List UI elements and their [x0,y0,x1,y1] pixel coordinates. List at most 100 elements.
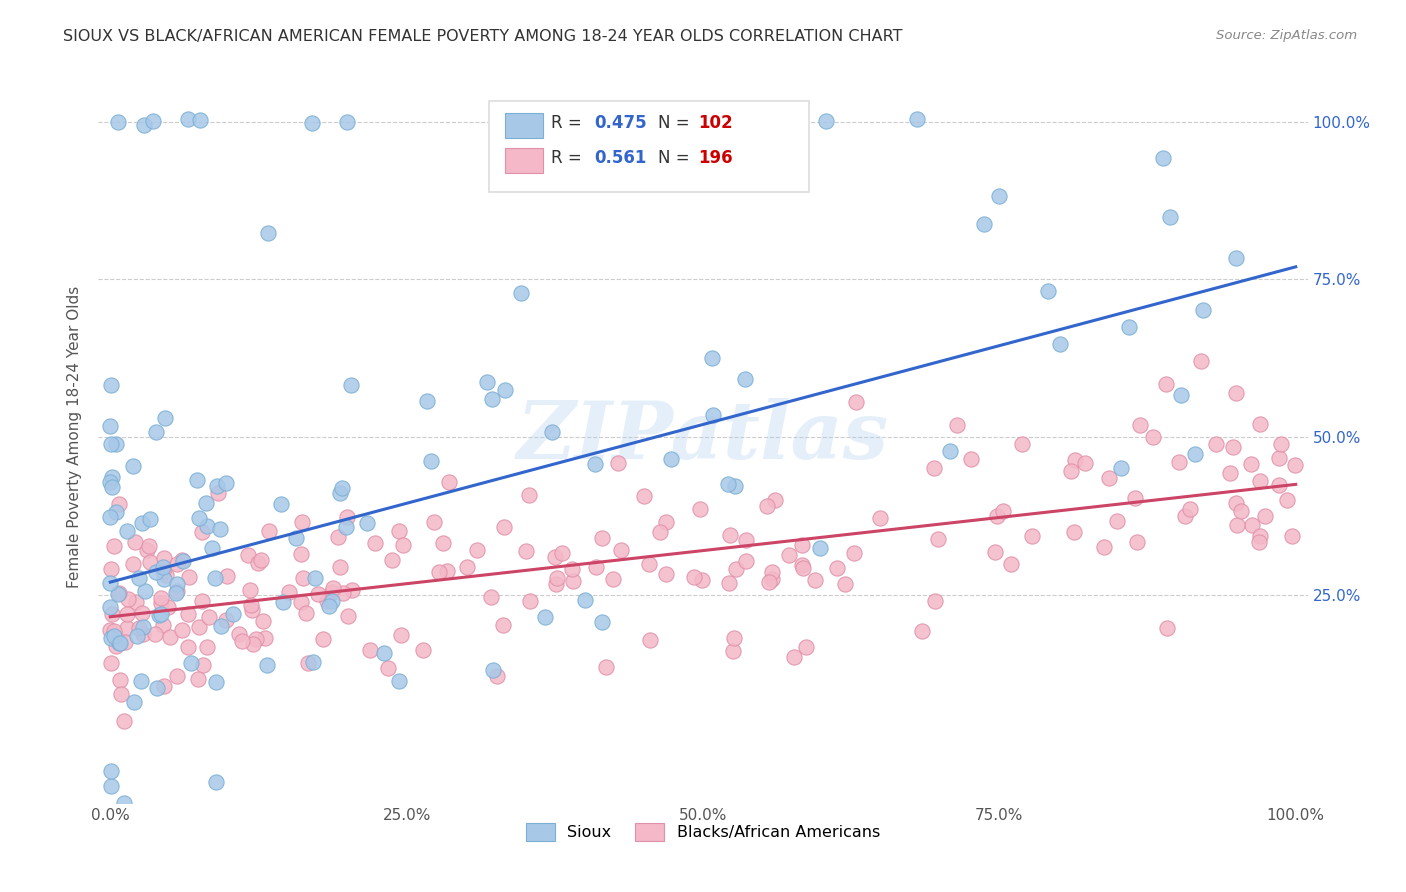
Point [107,587,129,601]
Point [205,479,228,493]
Point [700,351,723,366]
Point [1170,387,1192,401]
Point [381,553,404,567]
Point [98,623,121,637]
Point [207,485,229,500]
Point [755,499,778,513]
Point [187,620,209,634]
Point [790,558,813,572]
Point [1074,456,1097,470]
Point [240,603,263,617]
Point [145,425,167,439]
Point [304,571,326,585]
Point [922,460,945,475]
Point [176,607,198,621]
Point [98,599,121,614]
Point [98,418,121,433]
Point [302,655,325,669]
Point [195,519,218,533]
Point [1129,418,1152,433]
Point [595,660,617,674]
Point [176,112,198,127]
Point [139,512,162,526]
Point [1205,436,1227,450]
Point [1174,509,1197,524]
Point [108,586,131,600]
Point [98,510,121,524]
Point [107,115,129,129]
Text: N =: N = [658,114,695,132]
Point [834,576,856,591]
Point [292,571,315,585]
Point [201,541,224,556]
Point [242,637,264,651]
Point [717,476,740,491]
Point [1063,525,1085,540]
Point [534,609,557,624]
Point [794,640,817,654]
FancyBboxPatch shape [505,148,543,173]
Legend: Sioux, Blacks/African Americans: Sioux, Blacks/African Americans [519,816,887,847]
Point [993,504,1015,518]
Point [191,594,214,608]
Point [456,559,478,574]
Point [1036,284,1059,298]
Point [911,624,934,638]
Point [180,656,202,670]
Point [1152,151,1174,165]
Point [481,591,503,605]
Point [139,555,162,569]
Point [150,607,173,621]
Point [204,675,226,690]
Point [607,456,630,470]
Point [307,587,329,601]
FancyBboxPatch shape [505,113,543,138]
Point [150,591,173,605]
Point [190,524,212,539]
Point [543,550,565,565]
Point [574,593,596,607]
Point [509,285,531,300]
Point [204,774,226,789]
Point [188,112,211,127]
Point [208,522,231,536]
Point [103,539,125,553]
Point [540,112,562,127]
Point [761,573,783,587]
Point [638,557,661,571]
Point [561,562,583,576]
Point [1167,454,1189,468]
Point [318,599,340,613]
Point [1226,518,1249,533]
Point [721,644,744,658]
Point [779,113,801,128]
Point [734,554,756,568]
Point [519,594,541,608]
Point [117,592,139,607]
Point [198,610,221,624]
Point [388,674,411,689]
Point [869,511,891,525]
Point [1254,508,1277,523]
Point [602,572,624,586]
Point [1225,251,1247,265]
Point [436,564,458,578]
Point [517,488,540,502]
Point [321,585,343,599]
Point [610,543,633,558]
Text: N =: N = [658,149,695,168]
Point [110,687,132,701]
Point [1225,496,1247,510]
Point [98,576,121,591]
Point [131,673,153,688]
Text: SIOUX VS BLACK/AFRICAN AMERICAN FEMALE POVERTY AMONG 18-24 YEAR OLDS CORRELATION: SIOUX VS BLACK/AFRICAN AMERICAN FEMALE P… [63,29,903,44]
Point [186,473,208,487]
Point [187,672,209,686]
Point [100,437,122,451]
Point [108,496,131,510]
Point [388,524,411,539]
Point [215,475,238,490]
Point [112,714,135,728]
Point [1060,464,1083,478]
Point [152,560,174,574]
